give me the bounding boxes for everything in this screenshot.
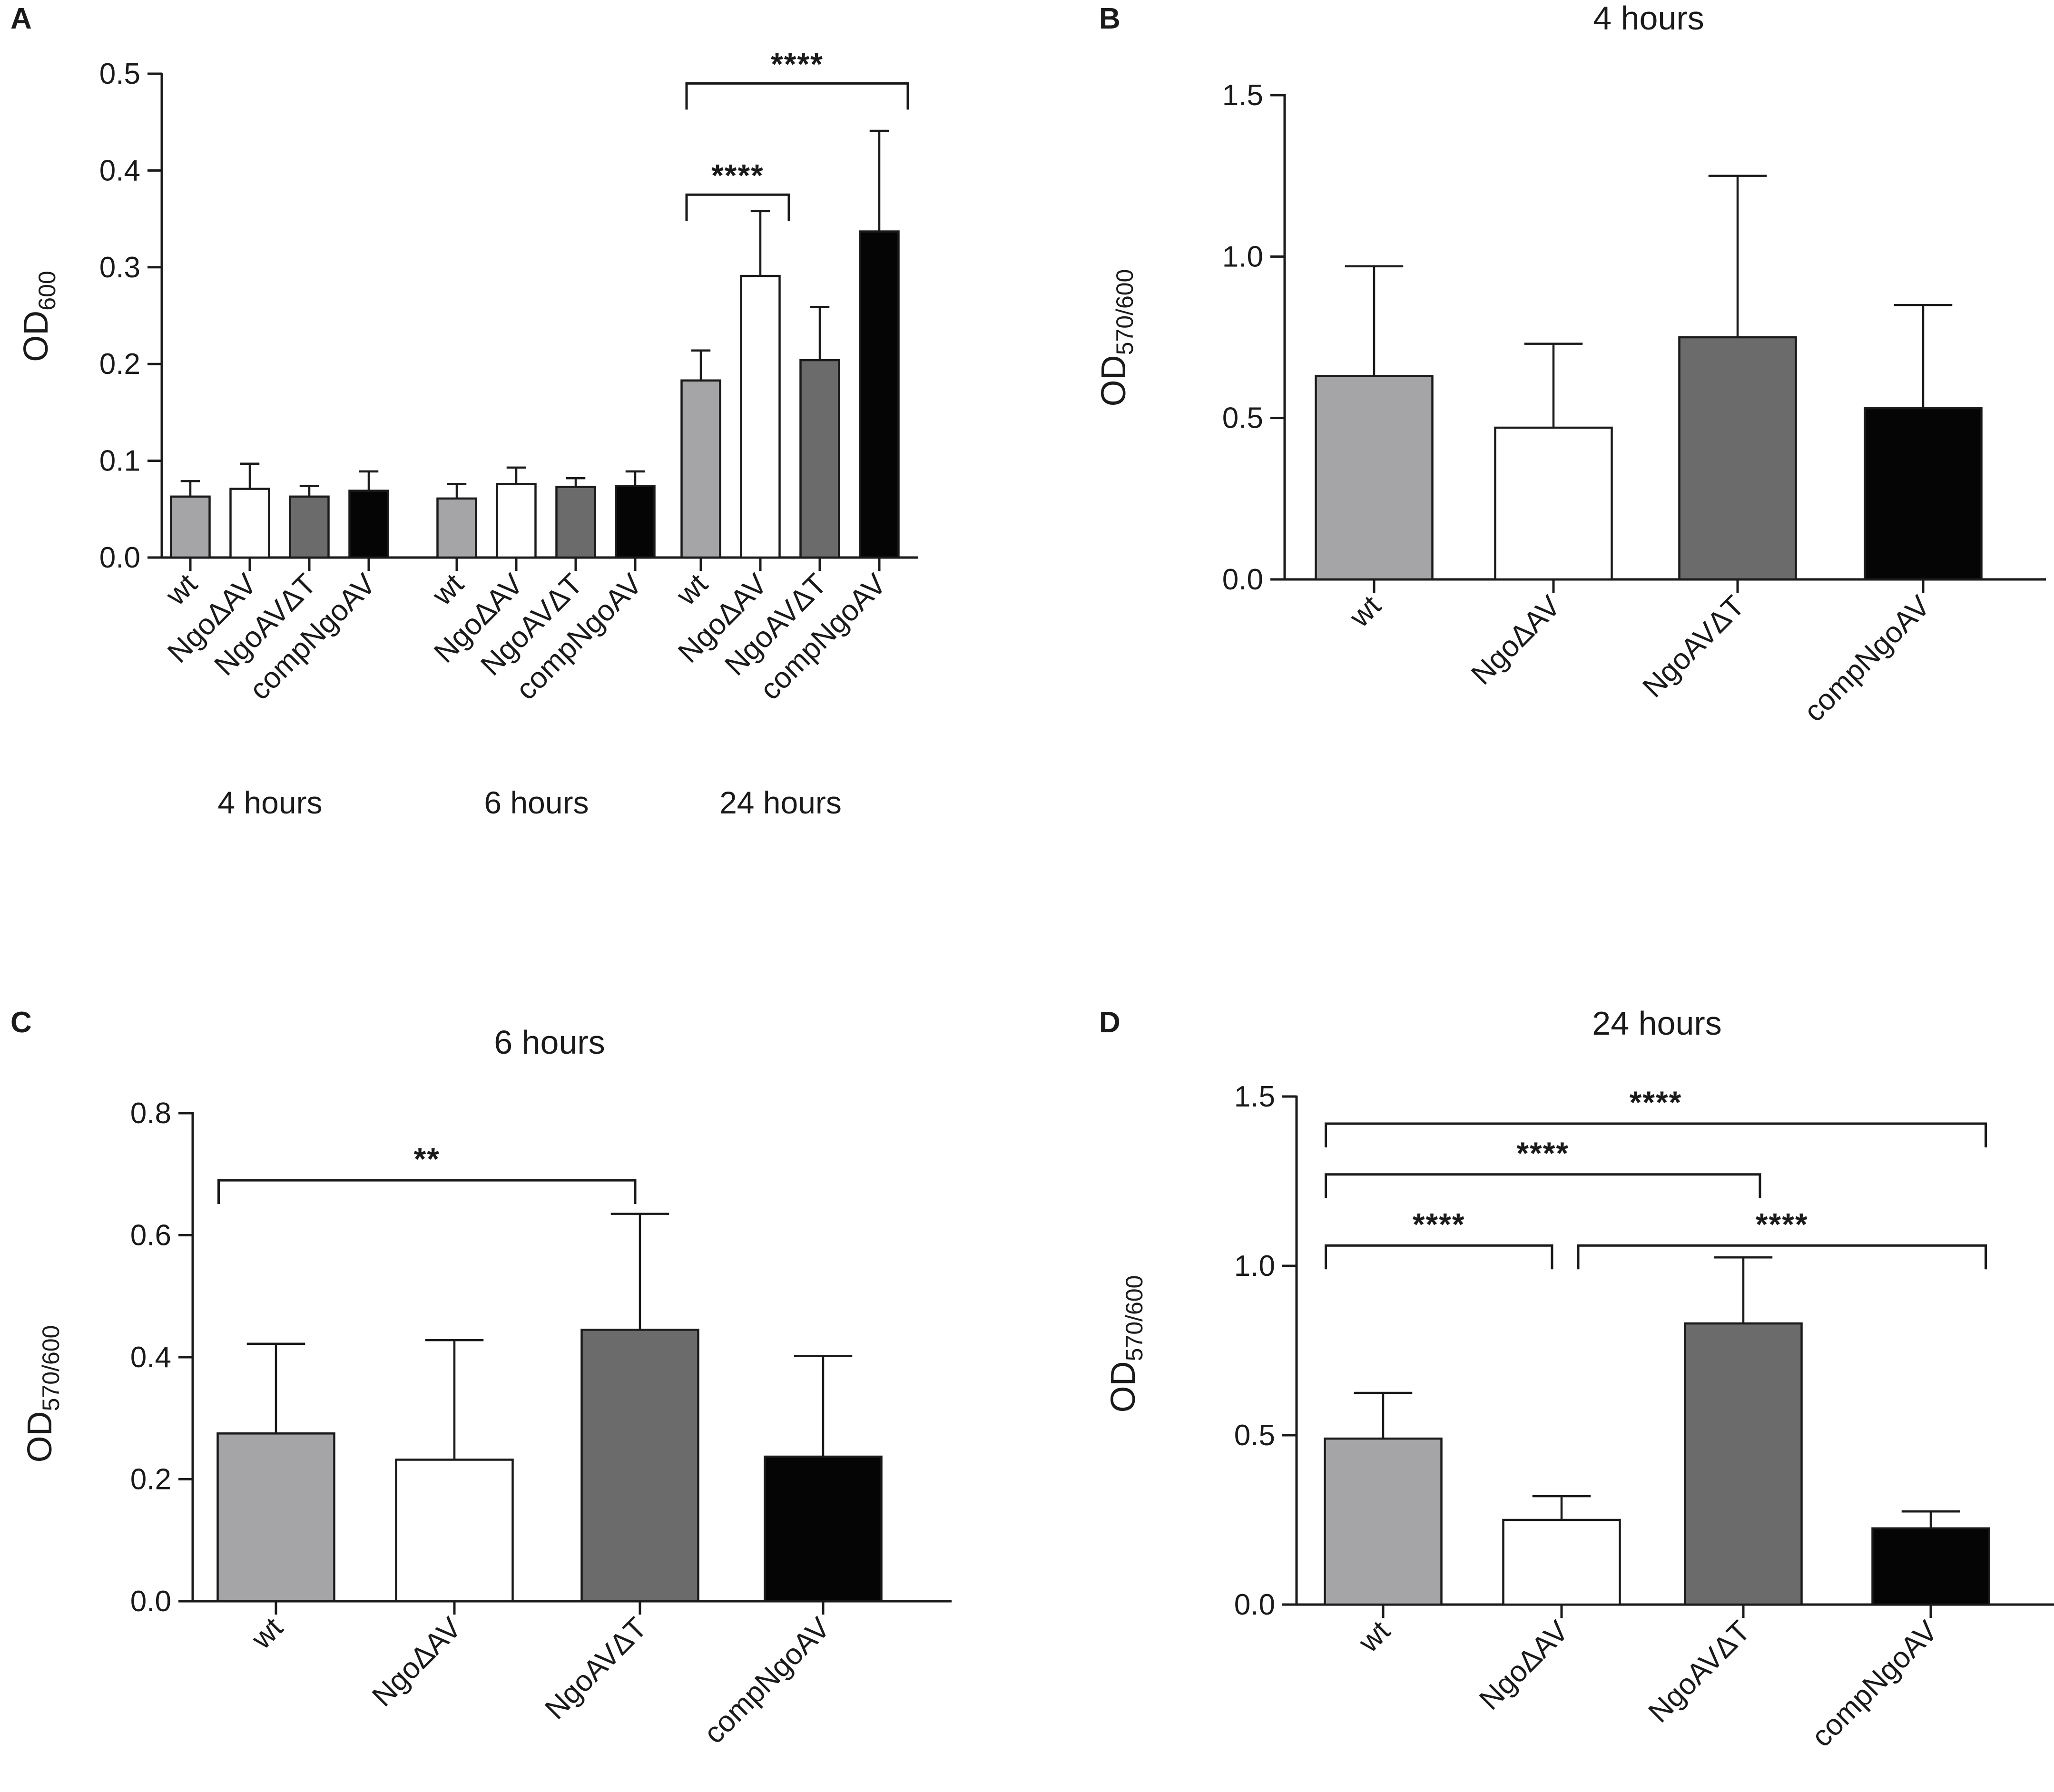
chart-title: 4 hours	[1593, 0, 1704, 37]
y-tick-label: 0.1	[99, 445, 140, 478]
group-label: 6 hours	[484, 785, 589, 820]
panel-letter: A	[10, 2, 32, 35]
bar	[496, 483, 537, 559]
chart-title: 6 hours	[494, 1024, 605, 1061]
significance-label: ****	[1516, 1136, 1569, 1171]
bar	[1864, 407, 1983, 581]
bar	[395, 1459, 514, 1603]
y-axis-label: OD570/600	[1095, 269, 1138, 407]
bar	[740, 274, 781, 559]
bar	[1678, 336, 1797, 581]
y-tick-label: 1.5	[1222, 79, 1263, 112]
group-label: 24 hours	[719, 785, 842, 820]
x-tick-label: wt	[670, 568, 714, 612]
significance-bracket	[1325, 1122, 1987, 1147]
bar	[289, 495, 330, 559]
y-tick-label: 0.2	[130, 1463, 171, 1496]
y-axis-label-sub: 570/600	[1111, 269, 1138, 355]
panel-letter: C	[10, 1006, 32, 1039]
bar	[436, 497, 477, 559]
y-tick-label: 0.0	[1234, 1588, 1275, 1621]
y-tick-label: 0.0	[130, 1585, 171, 1618]
bar	[1324, 1437, 1443, 1606]
x-tick-label: NgoAVΔT	[539, 1611, 653, 1726]
panel-b: B 4 hours 0.0 0.5 1.0 1.5 OD570/600 wt NgoΔAV Ngo…	[1095, 0, 2046, 728]
bar	[615, 485, 656, 559]
y-axis-label-main: OD	[21, 1411, 59, 1462]
x-tick-label: wt	[1343, 589, 1387, 634]
bar	[799, 359, 840, 559]
bar	[1502, 1518, 1621, 1606]
bar	[859, 230, 900, 559]
y-tick-label: 0.6	[130, 1219, 171, 1252]
panel-d: D 24 hours 0.0 0.5 1.0 1.5 OD570/600 wt NgoΔAV Ng…	[1099, 1005, 2054, 1753]
bar	[348, 490, 389, 559]
y-tick-label: 0.5	[1234, 1419, 1275, 1452]
bar	[1494, 426, 1613, 581]
y-tick-label: 0.5	[99, 58, 140, 90]
x-tick-label: NgoAVΔT	[1642, 1615, 1757, 1729]
y-tick-label: 0.8	[130, 1097, 171, 1130]
group-label: 4 hours	[217, 785, 322, 820]
significance-bracket	[1577, 1244, 1987, 1270]
significance-label: ****	[1413, 1206, 1465, 1242]
panel-letter: B	[1099, 2, 1120, 35]
bar	[1684, 1322, 1803, 1606]
y-tick-label: 1.0	[1234, 1250, 1275, 1283]
y-axis-label: OD570/600	[1104, 1275, 1148, 1413]
y-tick-label: 0.3	[99, 251, 140, 284]
significance-label: ****	[771, 46, 824, 81]
x-tick-label: compNgoAV	[1805, 1615, 1944, 1753]
y-axis-label: OD570/600	[21, 1325, 64, 1463]
y-axis-label-main: OD	[1104, 1361, 1142, 1412]
bar	[764, 1455, 883, 1603]
x-tick-label: wt	[1352, 1615, 1396, 1659]
x-tick-label: wt	[159, 568, 204, 612]
bar	[229, 488, 270, 559]
x-tick-label: wt	[245, 1611, 289, 1655]
bar	[1871, 1527, 1990, 1606]
bar	[216, 1432, 335, 1603]
y-tick-label: 0.4	[130, 1341, 171, 1374]
bar	[1315, 375, 1434, 581]
bar	[555, 486, 596, 559]
x-tick-label: NgoΔAV	[1473, 1615, 1575, 1716]
panel-c: C 6 hours 0.0 0.2 0.4 0.6 0.8 OD570/600 wt NgoΔAV…	[10, 1006, 952, 1750]
x-tick-label: wt	[426, 568, 470, 612]
y-tick-label: 1.0	[1222, 240, 1263, 273]
y-tick-label: 0.2	[99, 348, 140, 381]
x-tick-label: NgoAVΔT	[1636, 589, 1751, 704]
significance-label: ****	[1630, 1085, 1682, 1120]
y-tick-label: 0.0	[1222, 563, 1263, 596]
bar	[580, 1329, 699, 1603]
significance-bracket	[1325, 1244, 1553, 1270]
y-tick-label: 0.5	[1222, 402, 1263, 435]
significance-bracket	[685, 82, 909, 110]
panel-letter: D	[1099, 1006, 1120, 1039]
bar	[170, 495, 211, 559]
chart-title: 24 hours	[1592, 1005, 1721, 1042]
y-axis-label-sub: 600	[34, 271, 60, 310]
significance-label: ****	[711, 157, 764, 193]
bar	[680, 379, 721, 559]
x-tick-label: compNgoAV	[1798, 589, 1936, 728]
significance-label: ****	[1756, 1206, 1808, 1242]
x-tick-label: compNgoAV	[698, 1611, 836, 1750]
significance-bracket	[217, 1179, 637, 1204]
significance-bracket	[1325, 1173, 1761, 1198]
y-axis-label: OD600	[17, 271, 60, 362]
x-tick-label: NgoΔAV	[1465, 589, 1567, 691]
y-tick-label: 0.0	[99, 541, 140, 574]
panel-a: A0.00.10.20.30.40.5OD600wtNgoΔAVNgoAVΔTc…	[10, 2, 918, 820]
y-axis-label-main: OD	[1095, 355, 1133, 406]
significance-label: **	[414, 1141, 440, 1176]
y-axis-label-main: OD	[17, 311, 55, 362]
significance-bracket	[685, 193, 790, 221]
y-axis-label-sub: 570/600	[1121, 1275, 1148, 1361]
y-tick-label: 0.4	[99, 154, 140, 187]
x-tick-label: NgoΔAV	[366, 1611, 468, 1713]
y-axis-label-sub: 570/600	[38, 1325, 64, 1411]
y-tick-label: 1.5	[1234, 1080, 1275, 1113]
